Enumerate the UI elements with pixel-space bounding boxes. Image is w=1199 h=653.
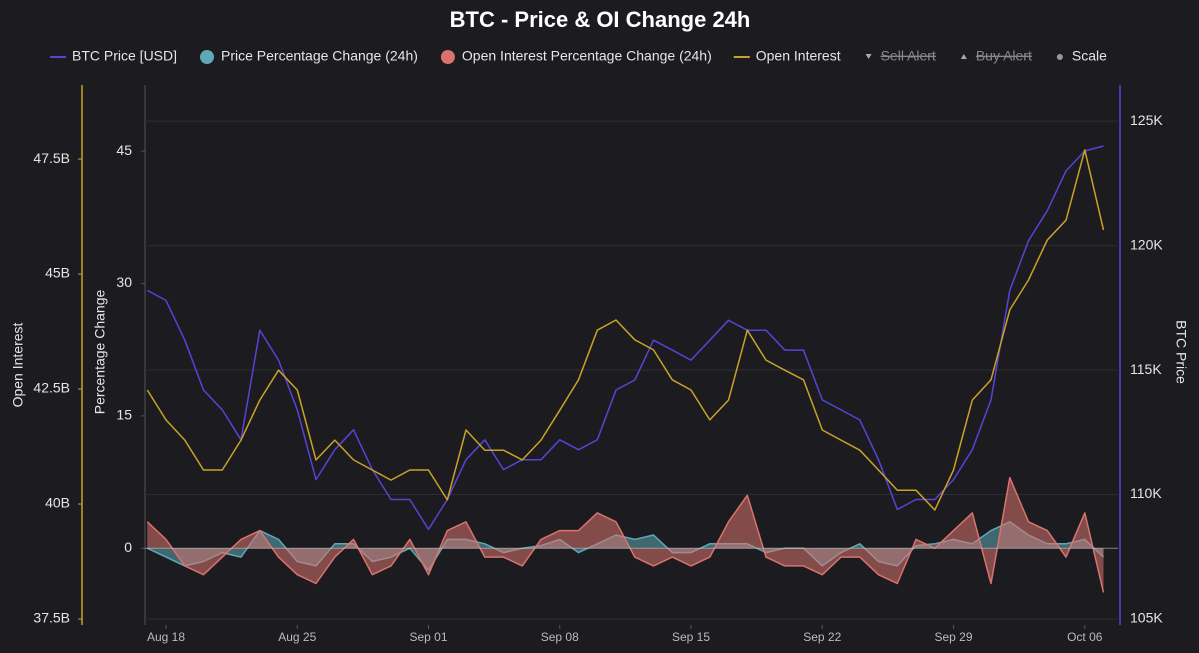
x-tick-label: Oct 06 xyxy=(1067,630,1103,644)
y3-tick-label: 15 xyxy=(116,407,132,423)
y2-tick-label: 115K xyxy=(1130,361,1162,377)
legend-swatch xyxy=(1056,54,1063,60)
line xyxy=(146,149,1105,511)
legend-label: BTC Price [USD] xyxy=(72,48,177,64)
y2-tick-label: 120K xyxy=(1130,236,1163,252)
legend-label: Scale xyxy=(1072,48,1107,64)
legend-label: Open Interest Percentage Change (24h) xyxy=(462,48,712,64)
area xyxy=(147,477,1104,593)
x-tick-label: Aug 25 xyxy=(278,630,316,644)
x-tick-label: Sep 15 xyxy=(672,630,710,644)
x-tick-label: Sep 08 xyxy=(541,630,579,644)
legend-swatch xyxy=(440,50,455,64)
legend-swatch xyxy=(960,54,967,59)
y2-tick-label: 110K xyxy=(1130,485,1162,501)
x-tick-label: Aug 18 xyxy=(147,630,185,644)
y-tick-label: 40B xyxy=(45,495,70,511)
legend-label: Buy Alert xyxy=(976,48,1032,64)
y-tick-label: 37.5B xyxy=(33,610,70,626)
y-axis-title: Open Interest xyxy=(10,322,26,407)
legend-swatch xyxy=(200,50,215,64)
y-tick-label: 42.5B xyxy=(33,380,70,396)
y3-axis-title: Percentage Change xyxy=(92,290,108,415)
x-tick-label: Sep 29 xyxy=(934,630,972,644)
legend: BTC Price [USD] Price Percentage Change (… xyxy=(50,48,1107,64)
y2-tick-label: 125K xyxy=(1130,112,1163,128)
legend-swatch xyxy=(865,54,872,59)
legend-label: Sell Alert xyxy=(881,48,936,64)
y-tick-label: 47.5B xyxy=(33,150,70,166)
y3-tick-label: 45 xyxy=(116,142,132,158)
x-tick-label: Sep 22 xyxy=(803,630,841,644)
legend-label: Price Percentage Change (24h) xyxy=(221,48,418,64)
x-tick-label: Sep 01 xyxy=(409,630,447,644)
y-tick-label: 45B xyxy=(45,265,70,281)
y2-tick-label: 105K xyxy=(1130,610,1163,626)
area-line xyxy=(146,476,1105,593)
chart-title: BTC - Price & OI Change 24h xyxy=(450,7,751,32)
y3-tick-label: 0 xyxy=(124,539,132,555)
y2-axis-title: BTC Price xyxy=(1173,320,1189,384)
legend-label: Open Interest xyxy=(756,48,841,64)
y3-tick-label: 30 xyxy=(116,274,132,290)
